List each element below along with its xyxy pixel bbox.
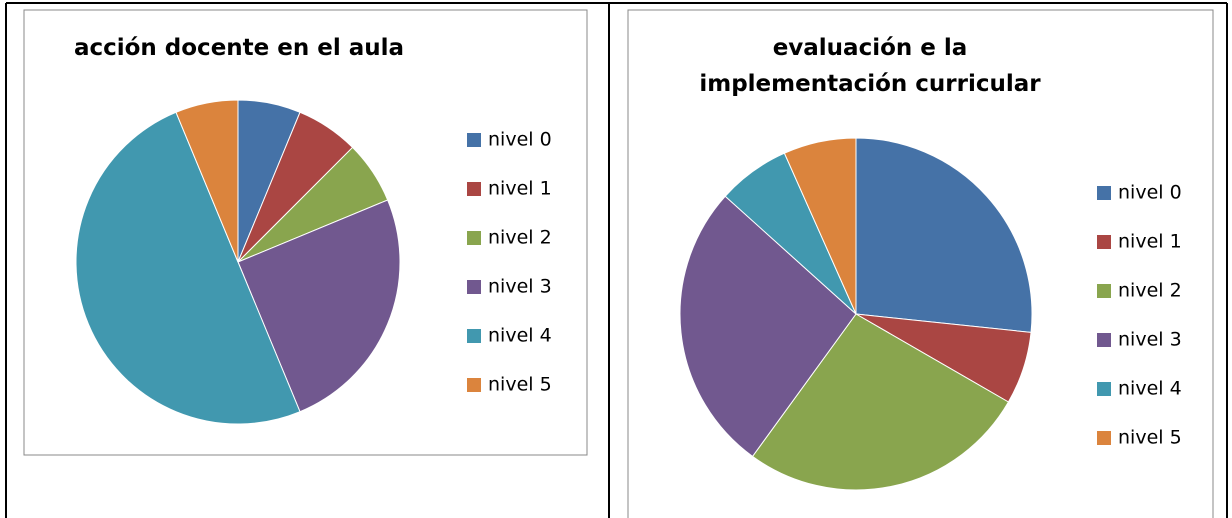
legend-label: nivel 1 [1118, 231, 1182, 253]
pie-slice [679, 195, 857, 458]
legend-swatch [467, 378, 481, 392]
legend-label: nivel 4 [488, 325, 552, 347]
legend-label: nivel 1 [488, 178, 552, 200]
pie-slice [855, 137, 1033, 333]
chart-title: acción docente en el aula [73, 35, 405, 61]
legend-swatch [1097, 382, 1111, 396]
legend-label: nivel 5 [488, 374, 552, 396]
legend-swatch [467, 329, 481, 343]
legend-swatch [467, 231, 481, 245]
pie-slice [751, 313, 1010, 491]
pie-slice [75, 111, 301, 425]
chart-frame [23, 9, 588, 456]
legend-swatch [1097, 333, 1111, 347]
legend-swatch [467, 280, 481, 294]
legend-swatch [1097, 284, 1111, 298]
legend-label: nivel 2 [1118, 280, 1182, 302]
legend-swatch [1097, 235, 1111, 249]
legend-swatch [1097, 186, 1111, 200]
legend-label: nivel 5 [1118, 427, 1182, 449]
legend-label: nivel 3 [488, 276, 552, 298]
chart-title: evaluación e la implementación curricula… [699, 35, 1041, 97]
legend-label: nivel 4 [1118, 378, 1182, 400]
pie-slice [783, 137, 857, 315]
legend-label: nivel 0 [488, 129, 552, 151]
legend-label: nivel 3 [1118, 329, 1182, 351]
legend-swatch [1097, 431, 1111, 445]
legend-swatch [467, 182, 481, 196]
legend-label: nivel 0 [1118, 182, 1182, 204]
legend-label: nivel 2 [488, 227, 552, 249]
pie-slice [175, 99, 239, 263]
legend-swatch [467, 133, 481, 147]
chart-frame [627, 9, 1214, 518]
